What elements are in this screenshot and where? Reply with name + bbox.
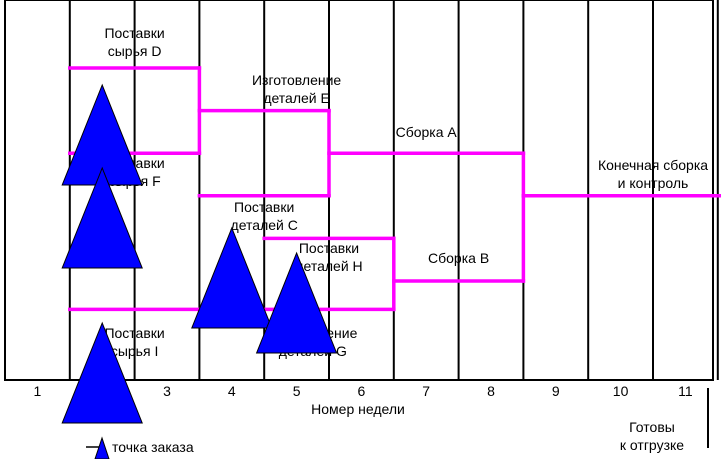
task-label-supply-i: Поставки (104, 325, 164, 341)
ready-note: Готовы к отгрузке (620, 388, 708, 453)
task-label-supply-d: Поставки (104, 25, 164, 41)
week-tick-label: 8 (487, 383, 495, 399)
x-axis-label: Номер недели (311, 401, 405, 417)
week-tick-label: 11 (678, 383, 693, 399)
week-tick-label: 1 (34, 383, 42, 399)
week-tick-label: 7 (422, 383, 430, 399)
task-label-make-e: деталей E (263, 90, 330, 106)
ready-label-line-1: Готовы (629, 419, 675, 435)
task-label-supply-c: Поставки (234, 199, 294, 215)
order-point-triangle (192, 228, 272, 328)
week-tick-label: 5 (293, 383, 301, 399)
task-label-supply-i: сырья I (111, 343, 159, 359)
task-label-supply-c: деталей C (231, 217, 298, 233)
task-label-final: Конечная сборка (598, 157, 708, 173)
task-label-supply-d: сырья D (108, 43, 162, 59)
week-tick-label: 3 (163, 383, 171, 399)
legend-label: точка заказа (112, 439, 194, 455)
task-label-assembly-b: Сборка B (428, 250, 489, 266)
legend: точка заказа (86, 438, 194, 459)
task-label-make-e: Изготовление (252, 72, 341, 88)
week-tick-label: 6 (358, 383, 366, 399)
week-tick-label: 10 (613, 383, 629, 399)
legend-triangle-icon (95, 438, 109, 459)
week-tick-label: 9 (552, 383, 560, 399)
task-label-supply-h: Поставки (299, 240, 359, 256)
task-label-final: и контроль (618, 175, 689, 191)
task-label-supply-h: деталей H (295, 258, 362, 274)
ready-label-line-2: к отгрузке (620, 437, 684, 453)
week-tick-labels: 1234567891011 (34, 383, 693, 399)
week-tick-label: 4 (228, 383, 236, 399)
task-label-assembly-a: Сборка A (396, 124, 458, 140)
